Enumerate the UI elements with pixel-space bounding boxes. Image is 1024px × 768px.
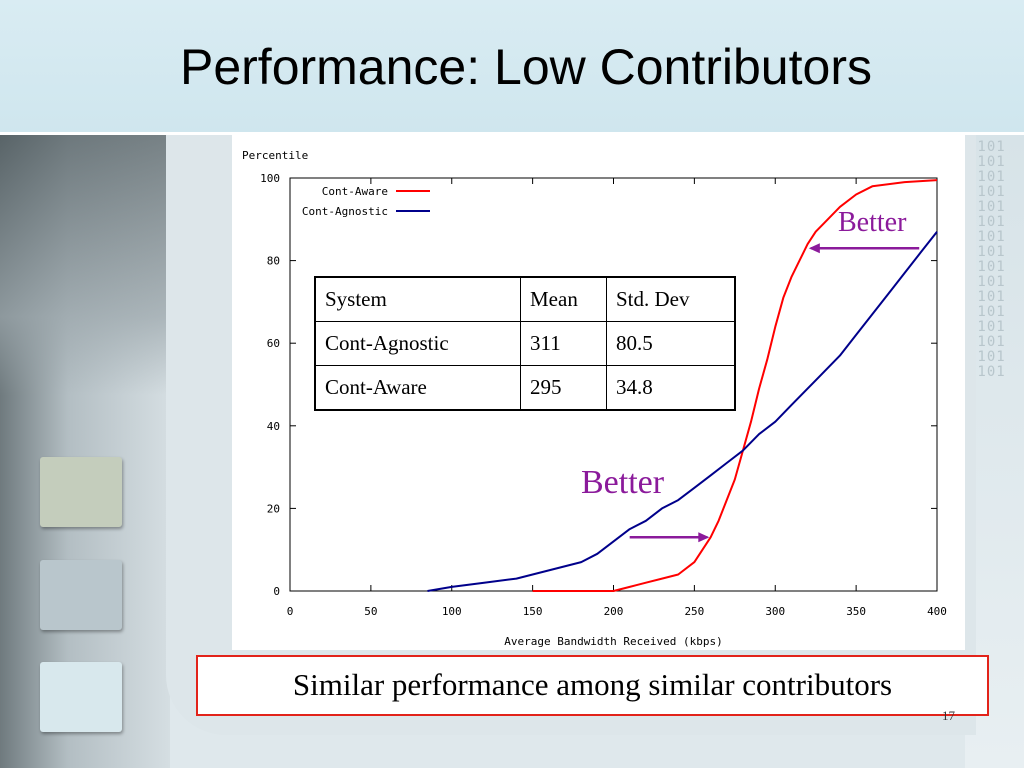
better-arrow-head: [698, 532, 710, 543]
better-label-low: Better: [581, 464, 665, 501]
y-tick-label: 40: [267, 420, 280, 433]
y-tick-label: 100: [260, 172, 280, 185]
x-tick-label: 150: [523, 605, 543, 618]
binary-text: 0101: [968, 289, 1006, 305]
x-tick-label: 100: [442, 605, 462, 618]
binary-text: 0101: [968, 214, 1006, 230]
table-cell: 34.8: [606, 365, 736, 411]
table-cell: Cont-Agnostic: [314, 321, 521, 366]
legend-label: Cont-Agnostic: [302, 205, 388, 218]
table-header-cell: Mean: [520, 276, 607, 322]
table-header-row: System Mean Std. Dev: [314, 276, 736, 322]
x-tick-label: 200: [604, 605, 624, 618]
caption-box: Similar performance among similar contri…: [196, 655, 989, 716]
y-tick-label: 20: [267, 502, 280, 515]
y-tick-label: 80: [267, 255, 280, 268]
series-line-cont-aware: [532, 179, 938, 592]
binary-text: 0101: [968, 259, 1006, 275]
table-row: Cont-Agnostic 311 80.5: [314, 321, 736, 366]
x-tick-label: 50: [364, 605, 377, 618]
binary-text: 0101: [968, 229, 1006, 245]
x-tick-label: 400: [927, 605, 947, 618]
binary-text: 0101: [968, 274, 1006, 290]
table-header-cell: System: [314, 276, 521, 322]
binary-text: 0101: [968, 139, 1006, 155]
table-cell: Cont-Aware: [314, 365, 521, 411]
binary-text: 0101: [968, 244, 1006, 260]
legend-label: Cont-Aware: [322, 185, 388, 198]
binary-text: 0101: [968, 334, 1006, 350]
y-tick-label: 0: [273, 585, 280, 598]
deco-square-green: [40, 457, 122, 527]
table-cell: 80.5: [606, 321, 736, 366]
left-decoration-blur: [0, 135, 170, 395]
x-tick-label: 350: [846, 605, 866, 618]
better-arrow-head: [808, 243, 820, 254]
binary-text: 0101: [968, 154, 1006, 170]
binary-text: 0101: [968, 364, 1006, 380]
caption-text: Similar performance among similar contri…: [292, 667, 893, 702]
binary-text: 0101: [968, 319, 1006, 335]
table-row: Cont-Aware 295 34.8: [314, 365, 736, 411]
binary-text: 0101: [968, 169, 1006, 185]
title-band: Performance: Low Contributors: [0, 0, 1024, 135]
table-cell: 311: [520, 321, 607, 366]
page-number: 17: [942, 708, 955, 723]
deco-square-blue: [40, 560, 122, 630]
binary-text: 0101: [968, 349, 1006, 365]
slide-title: Performance: Low Contributors: [180, 39, 872, 95]
y-tick-label: 60: [267, 337, 280, 350]
table-header-cell: Std. Dev: [606, 276, 736, 322]
binary-text: 0101: [968, 199, 1006, 215]
binary-text: 0101: [968, 304, 1006, 320]
x-tick-label: 0: [287, 605, 294, 618]
binary-text: 0101: [968, 184, 1006, 200]
stats-table: System Mean Std. Dev Cont-Agnostic 311 8…: [314, 276, 736, 411]
x-tick-label: 300: [765, 605, 785, 618]
better-label-high: Better: [838, 207, 907, 238]
deco-square-light: [40, 662, 122, 732]
x-axis-label: Average Bandwidth Received (kbps): [504, 635, 723, 648]
y-axis-label: Percentile: [242, 149, 308, 162]
x-tick-label: 250: [684, 605, 704, 618]
series-line-cont-agnostic: [427, 231, 938, 592]
table-cell: 295: [520, 365, 607, 411]
